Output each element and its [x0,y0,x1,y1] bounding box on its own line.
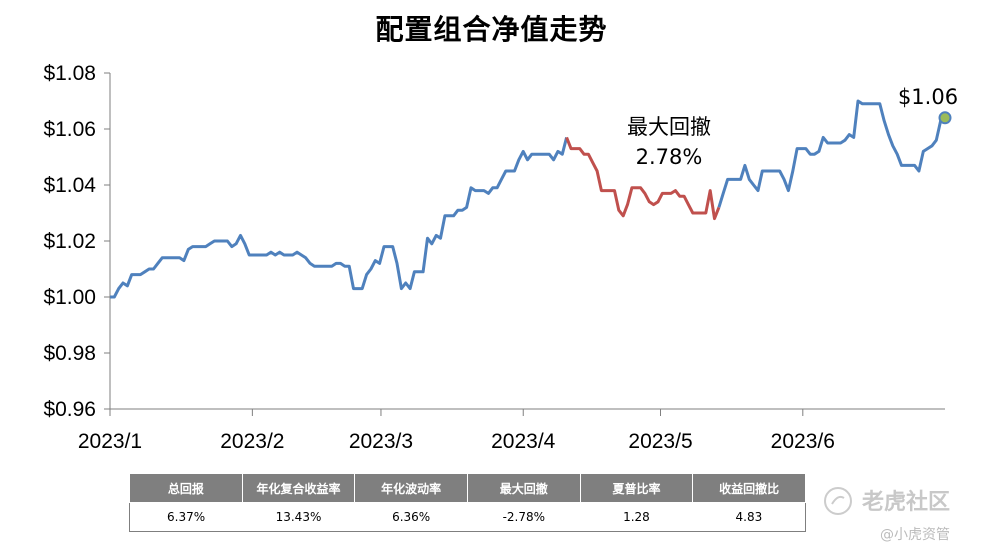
y-tick-label: $0.98 [43,342,96,365]
stats-header-total-return: 总回报 [129,473,243,503]
chart-title: 配置组合净值走势 [375,13,608,46]
stats-value-annualized-volatility: 6.36% [354,502,468,532]
x-tick-label: 2023/2 [220,430,284,453]
net-value-line-before-drawdown [110,137,569,299]
stats-value-total-return: 6.37% [129,502,243,532]
stats-header-annualized-return: 年化复合收益率 [241,473,356,503]
performance-stats-table: 总回报 年化复合收益率 年化波动率 最大回撤 夏普比率 收益回撤比 6.37% … [129,473,806,532]
stats-value-sharpe-ratio: 1.28 [580,502,693,532]
stats-value-row: 6.37% 13.43% 6.36% -2.78% 1.28 4.83 [129,502,806,532]
y-tick-label: $1.00 [43,286,96,309]
y-tick-label: $1.08 [43,62,96,85]
tiger-logo-icon [824,487,852,515]
net-value-chart: $1.08 $1.06 $1.04 $1.02 $1.00 $0.98 $0.96 2023… [43,62,958,453]
stats-value-return-drawdown-ratio: 4.83 [692,502,806,532]
x-axis: 2023/1 2023/2 2023/3 2023/4 2023/5 2023/6 [78,408,945,453]
max-drawdown-segment [565,136,721,221]
net-value-line-after-drawdown [717,99,946,208]
y-tick-label: $1.06 [43,118,96,141]
x-tick-label: 2023/4 [491,430,556,453]
y-tick-label: $0.96 [43,398,96,421]
x-tick-label: 2023/5 [628,430,692,453]
drawdown-label-title: 最大回撤 [627,115,711,139]
stats-header-row: 总回报 年化复合收益率 年化波动率 最大回撤 夏普比率 收益回撤比 [129,473,806,503]
stats-value-max-drawdown: -2.78% [467,502,581,532]
x-tick-label: 2023/3 [349,430,413,453]
stats-value-annualized-return: 13.43% [242,502,355,532]
stats-header-return-drawdown-ratio: 收益回撤比 [692,473,806,503]
end-value-label: $1.06 [898,85,958,109]
drawdown-label-value: 2.78% [636,145,703,169]
x-tick-label: 2023/1 [78,430,142,453]
stats-header-max-drawdown: 最大回撤 [466,473,581,503]
y-tick-label: $1.02 [43,230,96,253]
x-tick-label: 2023/6 [771,430,835,453]
y-tick-label: $1.04 [43,174,96,197]
stats-header-sharpe-ratio: 夏普比率 [579,473,694,503]
watermark-brand: 老虎社区 [862,490,951,515]
y-axis: $1.08 $1.06 $1.04 $1.02 $1.00 $0.98 $0.96 [43,62,111,421]
stats-header-annualized-volatility: 年化波动率 [354,473,468,503]
end-point-marker [938,111,952,125]
watermark-author: @小虎资管 [880,527,950,543]
